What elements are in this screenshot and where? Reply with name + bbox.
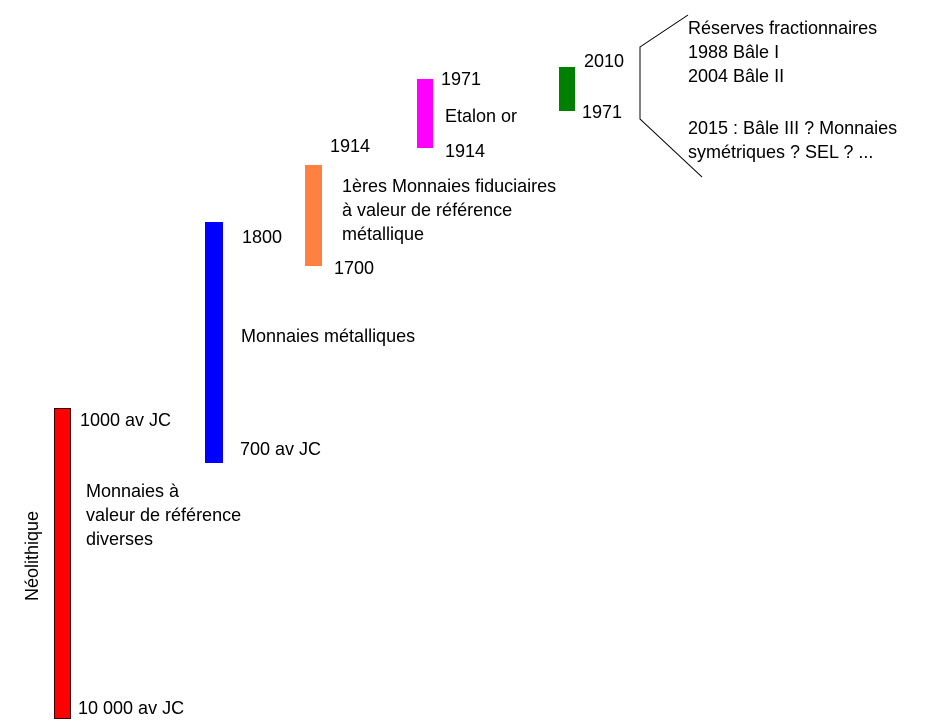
metalliques-end-label: 1800: [242, 227, 283, 247]
fiduciaires-description-line: à valeur de référence: [342, 200, 513, 220]
reserves-description-line: symétriques ? SEL ? ...: [688, 142, 874, 162]
fiduciaires-bar: [305, 165, 322, 266]
etalon-or-bar: [417, 79, 433, 148]
reserves-bar: [559, 67, 575, 111]
reserves-description-line: 2004 Bâle II: [688, 66, 785, 86]
fiduciaires-start-label: 1700: [334, 258, 375, 278]
neolithique-description-line: Monnaies à: [86, 481, 180, 501]
reserves-description-line: Réserves fractionnaires: [688, 18, 878, 38]
metalliques-start-label: 700 av JC: [240, 439, 322, 459]
metalliques-bar: [205, 222, 223, 463]
neolithique-description: Monnaies à valeur de référence diverses: [86, 479, 241, 551]
neolithique-end-label: 1000 av JC: [80, 410, 172, 430]
fiduciaires-description-line: 1ères Monnaies fiduciaires: [342, 176, 557, 196]
neolithique-bar: [54, 408, 71, 719]
neolithique-description-line: valeur de référence: [86, 505, 242, 525]
etalon-or-start-label: 1914: [445, 141, 486, 161]
etalon-or-description: Etalon or: [445, 106, 518, 126]
neolithique-start-label: 10 000 av JC: [78, 698, 185, 718]
reserves-start-label: 1971: [582, 102, 623, 122]
etalon-or-end-label: 1971: [441, 69, 482, 89]
reserves-description-line: 2015 : Bâle III ? Monnaies: [688, 118, 898, 138]
fiduciaires-end-label: 1914: [330, 136, 371, 156]
reserves-description: Réserves fractionnaires 1988 Bâle I 2004…: [688, 16, 897, 164]
reserves-end-label: 2010: [584, 51, 625, 71]
metalliques-description: Monnaies métalliques: [241, 326, 416, 346]
neolithique-description-line: diverses: [86, 529, 154, 549]
reserves-description-line: 1988 Bâle I: [688, 42, 780, 62]
fiduciaires-description-line: métallique: [342, 224, 425, 244]
reserves-description-line: [688, 88, 897, 116]
fiduciaires-description: 1ères Monnaies fiduciaires à valeur de r…: [342, 174, 556, 246]
